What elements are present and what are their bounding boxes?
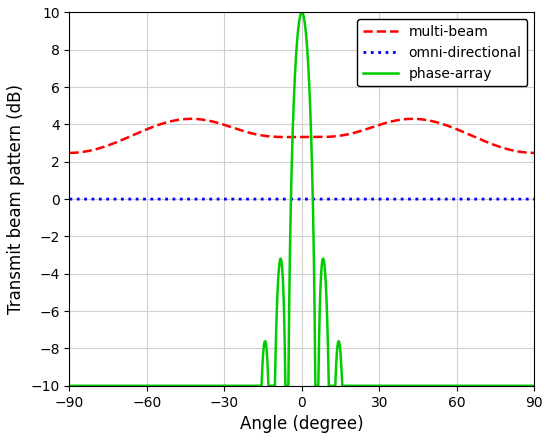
multi-beam (67, 150, 74, 155)
omni-directional (219, 197, 225, 202)
multi-beam (496, 144, 502, 149)
multi-beam (409, 116, 416, 121)
multi-beam (406, 116, 413, 121)
omni-directional (406, 197, 413, 202)
phase-array (366, 383, 372, 389)
phase-array (219, 383, 225, 389)
omni-directional (67, 197, 74, 202)
multi-beam (307, 134, 314, 139)
multi-beam (66, 150, 73, 155)
X-axis label: Angle (degree): Angle (degree) (240, 415, 364, 433)
phase-array (531, 383, 537, 389)
omni-directional (531, 197, 537, 202)
omni-directional (366, 197, 372, 202)
Line: phase-array: phase-array (69, 12, 534, 386)
multi-beam (366, 126, 372, 131)
multi-beam (531, 150, 537, 155)
phase-array (406, 383, 413, 389)
Legend: multi-beam, omni-directional, phase-array: multi-beam, omni-directional, phase-arra… (358, 19, 527, 86)
Line: multi-beam: multi-beam (69, 119, 534, 153)
phase-array (67, 383, 74, 389)
phase-array (496, 383, 502, 389)
omni-directional (66, 197, 73, 202)
phase-array (66, 383, 73, 389)
multi-beam (219, 121, 225, 127)
omni-directional (496, 197, 502, 202)
Y-axis label: Transmit beam pattern (dB): Transmit beam pattern (dB) (7, 84, 25, 314)
phase-array (299, 10, 305, 15)
omni-directional (307, 197, 314, 202)
phase-array (307, 129, 314, 134)
